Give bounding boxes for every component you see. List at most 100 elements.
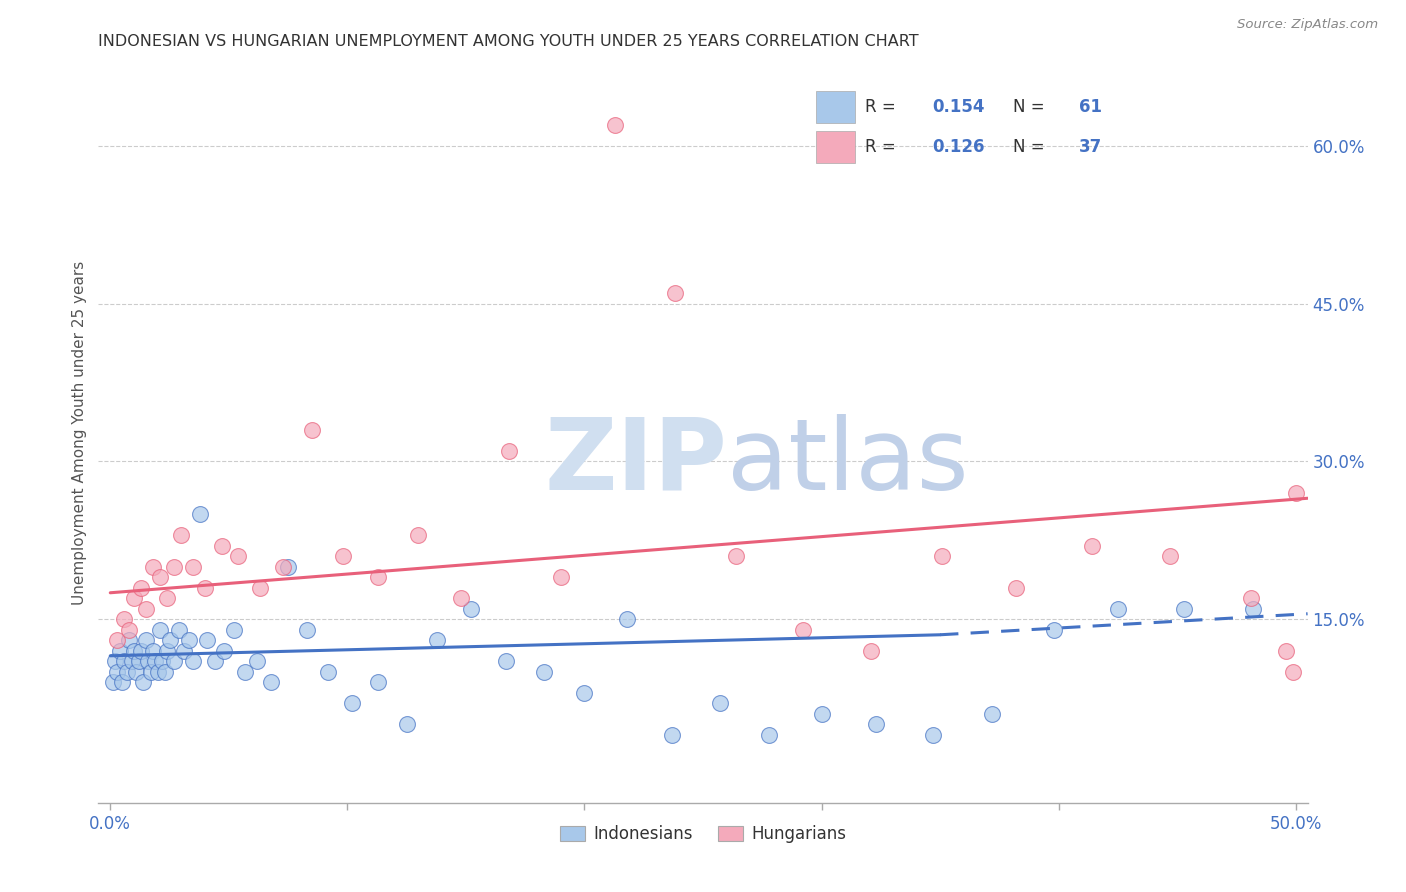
Point bbox=[139, 665, 162, 679]
Point bbox=[1005, 581, 1028, 595]
Point bbox=[408, 528, 430, 542]
Point bbox=[132, 675, 155, 690]
Point bbox=[149, 570, 172, 584]
Point bbox=[1282, 665, 1305, 679]
Point bbox=[212, 643, 235, 657]
Point bbox=[194, 581, 217, 595]
Point bbox=[605, 119, 627, 133]
Point bbox=[146, 665, 169, 679]
Point bbox=[495, 654, 517, 668]
Point bbox=[332, 549, 354, 563]
Point bbox=[181, 654, 204, 668]
Point bbox=[395, 717, 418, 731]
Point bbox=[197, 633, 219, 648]
Point bbox=[163, 559, 186, 574]
Point bbox=[129, 581, 152, 595]
Point bbox=[177, 633, 200, 648]
Point bbox=[118, 623, 141, 637]
Text: atlas: atlas bbox=[727, 414, 969, 511]
Point bbox=[249, 581, 271, 595]
Point bbox=[260, 675, 283, 690]
Point bbox=[1241, 601, 1264, 615]
Point bbox=[108, 643, 131, 657]
Legend: Indonesians, Hungarians: Indonesians, Hungarians bbox=[553, 819, 853, 850]
Point bbox=[1173, 601, 1195, 615]
Point bbox=[114, 612, 136, 626]
Point bbox=[170, 528, 193, 542]
Point bbox=[1107, 601, 1129, 615]
Point bbox=[222, 623, 245, 637]
Point bbox=[149, 623, 172, 637]
Point bbox=[159, 633, 181, 648]
Point bbox=[136, 654, 159, 668]
Point bbox=[616, 612, 638, 626]
Point bbox=[105, 633, 128, 648]
Point bbox=[661, 727, 683, 741]
Point bbox=[143, 654, 166, 668]
Point bbox=[273, 559, 295, 574]
Point bbox=[153, 665, 176, 679]
Point bbox=[301, 423, 323, 437]
Point bbox=[105, 665, 128, 679]
Point bbox=[122, 643, 145, 657]
Point bbox=[152, 654, 174, 668]
Point bbox=[810, 706, 832, 721]
Point bbox=[318, 665, 340, 679]
Point bbox=[450, 591, 472, 605]
Text: INDONESIAN VS HUNGARIAN UNEMPLOYMENT AMONG YOUTH UNDER 25 YEARS CORRELATION CHAR: INDONESIAN VS HUNGARIAN UNEMPLOYMENT AMO… bbox=[98, 34, 920, 49]
Point bbox=[709, 696, 731, 710]
Point bbox=[226, 549, 249, 563]
Point bbox=[121, 654, 143, 668]
Point bbox=[1285, 486, 1308, 500]
Point bbox=[367, 675, 389, 690]
Point bbox=[125, 665, 148, 679]
Point bbox=[498, 444, 520, 458]
Point bbox=[1240, 591, 1263, 605]
Point bbox=[211, 539, 233, 553]
Point bbox=[1043, 623, 1066, 637]
Point bbox=[664, 286, 686, 301]
Point bbox=[190, 507, 212, 521]
Point bbox=[118, 633, 141, 648]
Point bbox=[865, 717, 887, 731]
Point bbox=[367, 570, 389, 584]
Point bbox=[295, 623, 318, 637]
Point bbox=[111, 675, 134, 690]
Point bbox=[181, 559, 204, 574]
Point bbox=[1159, 549, 1181, 563]
Point bbox=[246, 654, 269, 668]
Point bbox=[104, 654, 127, 668]
Point bbox=[204, 654, 226, 668]
Point bbox=[135, 633, 157, 648]
Point bbox=[122, 591, 145, 605]
Point bbox=[1275, 643, 1298, 657]
Point bbox=[460, 601, 482, 615]
Point bbox=[1081, 539, 1104, 553]
Point bbox=[167, 623, 190, 637]
Point bbox=[163, 654, 186, 668]
Point bbox=[981, 706, 1004, 721]
Point bbox=[142, 559, 165, 574]
Text: ZIP: ZIP bbox=[544, 414, 727, 511]
Point bbox=[533, 665, 555, 679]
Point bbox=[426, 633, 449, 648]
Point bbox=[114, 654, 136, 668]
Y-axis label: Unemployment Among Youth under 25 years: Unemployment Among Youth under 25 years bbox=[72, 260, 87, 605]
Point bbox=[922, 727, 945, 741]
Point bbox=[128, 654, 150, 668]
Point bbox=[792, 623, 814, 637]
Point bbox=[758, 727, 780, 741]
Text: Source: ZipAtlas.com: Source: ZipAtlas.com bbox=[1237, 18, 1378, 31]
Point bbox=[156, 643, 179, 657]
Point bbox=[725, 549, 748, 563]
Point bbox=[574, 685, 596, 699]
Point bbox=[860, 643, 883, 657]
Point bbox=[129, 643, 152, 657]
Point bbox=[550, 570, 572, 584]
Point bbox=[156, 591, 179, 605]
Point bbox=[931, 549, 953, 563]
Point bbox=[277, 559, 299, 574]
Point bbox=[101, 675, 124, 690]
Point bbox=[142, 643, 165, 657]
Point bbox=[115, 665, 138, 679]
